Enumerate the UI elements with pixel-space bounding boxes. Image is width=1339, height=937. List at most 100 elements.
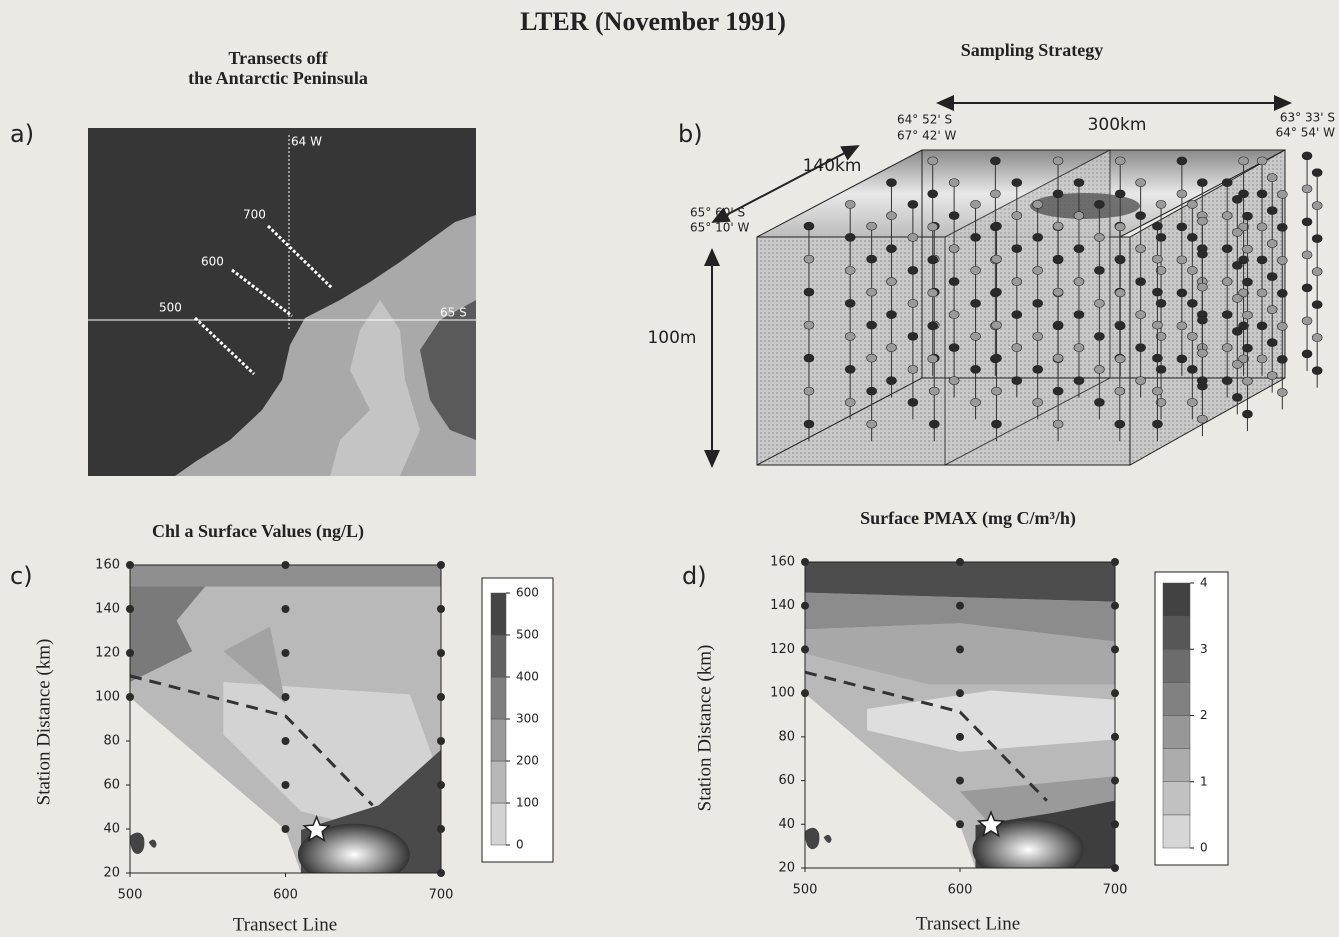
cast-sample	[1266, 173, 1278, 182]
cast-sample	[1301, 349, 1313, 359]
cast-sample	[928, 419, 940, 429]
latitude-label: 65 S	[440, 306, 467, 320]
colorbar-band	[490, 634, 507, 678]
station	[801, 601, 809, 610]
y-tick-label: 80	[103, 734, 120, 749]
station	[1111, 820, 1119, 829]
cast-sample	[1094, 266, 1105, 275]
cast-sample	[907, 398, 919, 407]
cast-sample	[927, 222, 939, 232]
cast-sample	[1277, 256, 1288, 265]
cast-sample	[1242, 244, 1253, 254]
y-tick-label: 60	[103, 778, 120, 793]
cast-sample	[927, 156, 939, 166]
colorbar-tick-label: 400	[516, 670, 539, 684]
cast-sample	[1196, 178, 1208, 187]
y-tick-label: 40	[103, 822, 120, 837]
cast-sample	[1176, 354, 1188, 364]
cast-sample	[1197, 216, 1208, 226]
contour-band	[130, 565, 441, 587]
cast-sample	[1052, 156, 1064, 166]
cast-sample	[1232, 327, 1243, 336]
cast-sample	[1221, 376, 1233, 385]
cast-sample	[1311, 168, 1323, 177]
cast-sample	[803, 254, 815, 264]
cast-sample	[1011, 178, 1023, 187]
y-tick-label: 100	[95, 690, 120, 705]
colorbar-band	[490, 802, 507, 846]
y-tick-label: 140	[770, 598, 795, 613]
colorbar-tick-label: 1	[1200, 774, 1208, 788]
cast-sample	[1197, 282, 1208, 292]
x-tick-label: 700	[1103, 883, 1128, 898]
cast-sample	[1232, 294, 1243, 303]
colorbar-band	[1162, 748, 1191, 782]
transect	[193, 316, 256, 376]
cast-sample	[803, 221, 815, 231]
cast-sample	[970, 200, 981, 209]
y-tick-label: 40	[778, 817, 795, 832]
cast-sample	[1032, 299, 1044, 308]
cast-sample	[1238, 189, 1249, 199]
cast-sample	[1155, 266, 1167, 275]
cast-sample	[1032, 266, 1044, 275]
panel-label: a)	[10, 120, 34, 148]
cast-sample	[1073, 343, 1085, 352]
cast-sample	[970, 398, 981, 407]
colorbar-band	[490, 760, 507, 804]
y-tick-label: 160	[770, 555, 795, 570]
colorbar-tick-label: 200	[516, 754, 539, 768]
cast-sample	[1242, 310, 1253, 320]
transect-label: 700	[243, 208, 266, 222]
station	[956, 558, 964, 566]
cast-sample	[1155, 365, 1167, 374]
cast-sample	[1152, 353, 1163, 363]
cast-sample	[1052, 320, 1064, 330]
cast-sample	[1052, 386, 1064, 396]
x-tick-label: 700	[429, 888, 454, 903]
cast-sample	[1197, 315, 1208, 325]
station	[956, 776, 964, 785]
cast-sample	[1197, 249, 1208, 259]
cast-sample	[1311, 234, 1323, 243]
cast-sample	[1094, 299, 1105, 308]
cast-sample	[866, 320, 877, 330]
cast-sample	[1152, 221, 1163, 231]
cast-sample	[803, 320, 815, 330]
cast-sample	[1256, 156, 1268, 166]
cast-sample	[1232, 261, 1243, 270]
cast-sample	[927, 189, 939, 199]
station	[956, 820, 964, 829]
cast-sample	[1052, 189, 1064, 199]
cast-sample	[948, 178, 960, 187]
cast-sample	[1011, 310, 1023, 319]
cast-sample	[1155, 398, 1167, 407]
station	[281, 825, 290, 833]
corner-lon: 67° 42' W	[897, 129, 956, 143]
station	[437, 737, 445, 745]
cast-sample	[1242, 376, 1253, 386]
cast-sample	[1114, 354, 1126, 364]
cast-sample	[1032, 200, 1044, 209]
cast-sample	[1238, 354, 1249, 364]
cast-sample	[1266, 272, 1278, 281]
colorbar-band	[1162, 781, 1191, 816]
cast-sample	[1301, 283, 1313, 293]
cast-sample	[866, 386, 877, 396]
panel-title: Chl a Surface Values (ng/L)	[152, 521, 364, 542]
cast-sample	[1197, 381, 1208, 391]
y-tick-label: 60	[778, 773, 795, 788]
front-line	[804, 670, 1048, 802]
cast-sample	[886, 244, 897, 253]
x-tick-label: 500	[118, 888, 143, 903]
cast-sample	[1176, 321, 1188, 331]
cast-sample	[1311, 300, 1323, 309]
cast-sample	[1094, 398, 1105, 407]
cast-sample	[927, 354, 939, 364]
cast-sample	[1052, 353, 1064, 363]
cast-sample	[1073, 244, 1085, 253]
cast-sample	[1011, 343, 1023, 352]
cast-sample	[803, 419, 815, 429]
cast-sample	[803, 287, 815, 297]
contours	[130, 565, 441, 873]
